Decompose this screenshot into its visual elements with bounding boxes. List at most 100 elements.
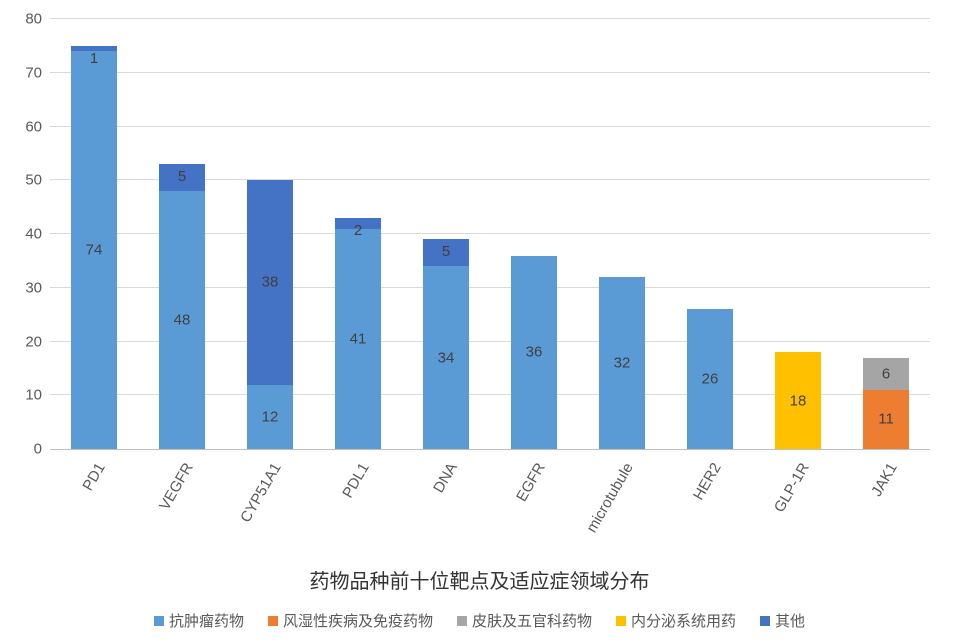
x-tick-label: JAK1 <box>868 460 901 500</box>
legend-item-antitumor: 抗肿瘤药物 <box>154 610 244 631</box>
bar-value-label: 48 <box>174 312 191 329</box>
x-tick-label: CYP51A1 <box>237 460 285 526</box>
bar-stack: 32 <box>599 277 645 449</box>
bar-slot: 26 <box>666 20 754 449</box>
bar-value-label: 5 <box>178 168 186 185</box>
bars-area: 741485123841234536322618116 <box>50 20 930 449</box>
bar-segment-other: 2 <box>335 218 381 229</box>
legend-swatch <box>760 616 770 626</box>
bar-value-label: 36 <box>526 344 543 361</box>
x-tick-label: HER2 <box>690 460 725 503</box>
x-label-slot: CYP51A1 <box>226 452 314 562</box>
bar-stack: 41 2 <box>335 218 381 449</box>
x-label-slot: JAK1 <box>842 452 930 562</box>
bar-slot: 18 <box>754 20 842 449</box>
legend-label: 内分泌系统用药 <box>631 610 736 631</box>
bar-segment-antitumor: 74 <box>71 51 117 449</box>
bar-value-label: 34 <box>438 349 455 366</box>
x-label-slot: VEGFR <box>138 452 226 562</box>
legend-item-rheumatic: 风湿性疾病及免疫药物 <box>268 610 433 631</box>
bar-value-label: 1 <box>90 50 98 67</box>
legend-swatch <box>154 616 164 626</box>
legend-item-other: 其他 <box>760 610 805 631</box>
bar-value-label: 6 <box>882 365 890 382</box>
bar-segment-endocrine: 18 <box>775 352 821 449</box>
bar-value-label: 2 <box>354 222 362 239</box>
bar-segment-antitumor: 34 <box>423 266 469 449</box>
y-tick-label: 10 <box>12 387 42 404</box>
bar-slot: 34 5 <box>402 20 490 449</box>
legend-item-skin: 皮肤及五官科药物 <box>457 610 592 631</box>
bar-segment-rheumatic: 11 <box>863 390 909 449</box>
x-label-slot: microtubule <box>578 452 666 562</box>
legend-label: 抗肿瘤药物 <box>169 610 244 631</box>
x-tick-label: microtubule <box>583 460 636 536</box>
bar-value-label: 18 <box>790 392 807 409</box>
y-tick-label: 50 <box>12 172 42 189</box>
y-tick-label: 30 <box>12 279 42 296</box>
bar-value-label: 32 <box>614 355 631 372</box>
bar-segment-antitumor: 36 <box>511 256 557 450</box>
bar-stack: 18 <box>775 352 821 449</box>
legend-item-endocrine: 内分泌系统用药 <box>616 610 736 631</box>
y-tick-label: 40 <box>12 226 42 243</box>
y-tick-label: 70 <box>12 64 42 81</box>
bar-segment-antitumor: 26 <box>687 309 733 449</box>
x-label-slot: PDL1 <box>314 452 402 562</box>
x-tick-label: VEGFR <box>156 460 197 513</box>
bar-segment-antitumor: 41 <box>335 229 381 449</box>
bar-stack: 74 1 <box>71 46 117 449</box>
bar-value-label: 5 <box>442 243 450 260</box>
x-tick-label: PDL1 <box>339 460 372 501</box>
x-tick-label: EGFR <box>513 460 549 505</box>
legend-label: 风湿性疾病及免疫药物 <box>283 610 433 631</box>
x-label-slot: PD1 <box>50 452 138 562</box>
legend-label: 其他 <box>775 610 805 631</box>
bar-slot: 41 2 <box>314 20 402 449</box>
bar-segment-other: 38 <box>247 180 293 384</box>
bar-segment-other: 1 <box>71 46 117 51</box>
x-axis-labels: PD1 VEGFR CYP51A1 PDL1 DNA EGFR microtubule HER… <box>50 452 930 562</box>
gridline <box>50 18 930 19</box>
bar-slot: 32 <box>578 20 666 449</box>
x-label-slot: DNA <box>402 452 490 562</box>
bar-slot: 12 38 <box>226 20 314 449</box>
x-label-slot: HER2 <box>666 452 754 562</box>
bar-value-label: 74 <box>86 242 103 259</box>
bar-value-label: 41 <box>350 330 367 347</box>
legend-swatch <box>457 616 467 626</box>
bar-segment-other: 5 <box>423 239 469 266</box>
bar-stack: 26 <box>687 309 733 449</box>
bar-segment-antitumor: 12 <box>247 385 293 450</box>
x-tick-label: GLP-1R <box>771 460 813 515</box>
bar-slot: 74 1 <box>50 20 138 449</box>
bar-stack: 11 6 <box>863 358 909 449</box>
bar-segment-antitumor: 48 <box>159 191 205 449</box>
legend-swatch <box>268 616 278 626</box>
bar-stack: 34 5 <box>423 239 469 449</box>
legend: 抗肿瘤药物 风湿性疾病及免疫药物 皮肤及五官科药物 内分泌系统用药 其他 <box>0 610 959 631</box>
x-label-slot: EGFR <box>490 452 578 562</box>
y-tick-label: 80 <box>12 11 42 28</box>
bar-segment-skin: 6 <box>863 358 909 390</box>
bar-value-label: 12 <box>262 408 279 425</box>
bar-slot: 36 <box>490 20 578 449</box>
bar-value-label: 38 <box>262 274 279 291</box>
x-tick-label: DNA <box>430 460 461 496</box>
y-tick-label: 20 <box>12 333 42 350</box>
chart-title: 药物品种前十位靶点及适应症领域分布 <box>0 565 959 594</box>
legend-swatch <box>616 616 626 626</box>
bar-slot: 48 5 <box>138 20 226 449</box>
bar-slot: 11 6 <box>842 20 930 449</box>
x-tick-label: PD1 <box>79 460 108 494</box>
bar-value-label: 11 <box>878 411 894 428</box>
bar-segment-other: 5 <box>159 164 205 191</box>
plot-area: 01020304050607080 7414851238412345363226… <box>50 20 930 450</box>
bar-stack: 12 38 <box>247 180 293 449</box>
x-label-slot: GLP-1R <box>754 452 842 562</box>
bar-segment-antitumor: 32 <box>599 277 645 449</box>
legend-label: 皮肤及五官科药物 <box>472 610 592 631</box>
chart-container: 01020304050607080 7414851238412345363226… <box>0 0 959 644</box>
y-tick-label: 0 <box>12 441 42 458</box>
bar-stack: 48 5 <box>159 164 205 449</box>
